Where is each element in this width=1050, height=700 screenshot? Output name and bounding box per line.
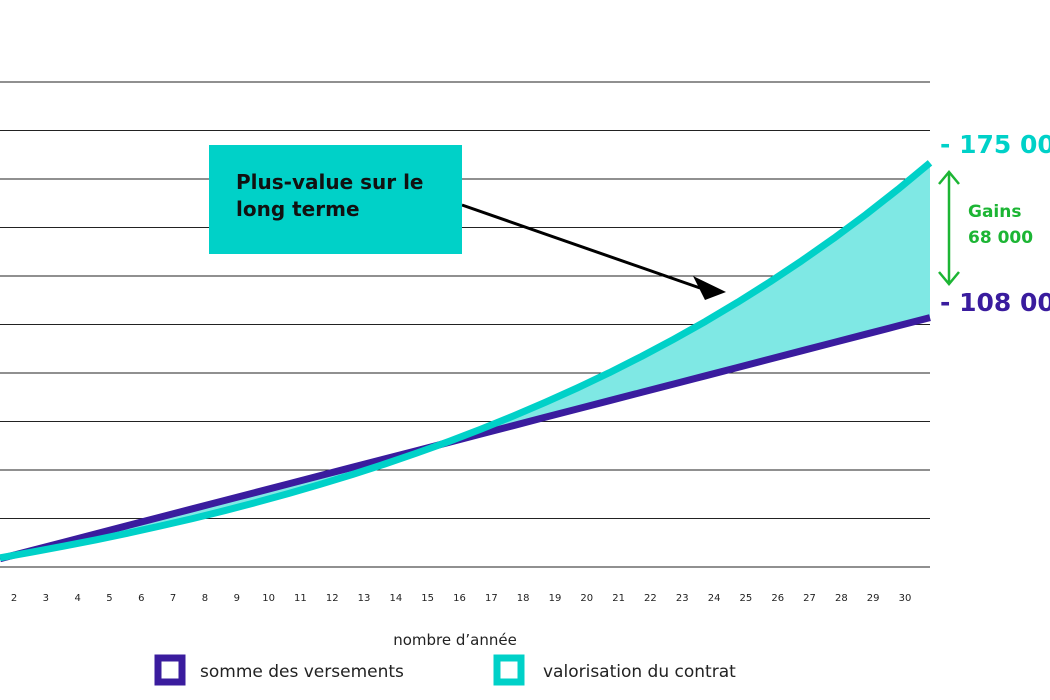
- x-tick-label: 15: [421, 593, 434, 604]
- x-tick-label: 8: [202, 593, 208, 604]
- gain-area: [0, 162, 930, 559]
- x-tick-label: 20: [580, 593, 593, 604]
- gains-value: 68 000: [968, 228, 1033, 248]
- x-tick-label: 4: [74, 593, 80, 604]
- x-tick-label: 24: [708, 593, 721, 604]
- x-tick-label: 17: [485, 593, 498, 604]
- x-tick-label: 16: [453, 593, 466, 604]
- x-tick-label: 6: [138, 593, 144, 604]
- x-tick-labels: 2 3 4 5 6 7 8 9 10 11 12 13 14 15 16 17 18 19 20 21 22 23 24 25…: [11, 593, 912, 604]
- x-tick-label: 23: [676, 593, 689, 604]
- x-tick-label: 14: [389, 593, 402, 604]
- x-tick-label: 2: [11, 593, 17, 604]
- legend-label-versements: somme des versements: [200, 662, 404, 682]
- annotation-text: Plus-value sur le long terme: [236, 170, 424, 221]
- annotation-arrow: [461, 203, 726, 300]
- x-tick-label: 26: [771, 593, 784, 604]
- x-tick-label: 29: [867, 593, 880, 604]
- gains-label: Gains: [968, 202, 1021, 222]
- x-tick-label: 27: [803, 593, 816, 604]
- x-tick-label: 25: [740, 593, 753, 604]
- x-tick-label: 28: [835, 593, 848, 604]
- x-tick-label: 13: [358, 593, 371, 604]
- series-line-valorisation: [0, 160, 933, 562]
- legend: somme des versements valorisation du con…: [154, 654, 736, 686]
- x-tick-label: 9: [234, 593, 240, 604]
- x-tick-label: 19: [549, 593, 562, 604]
- gains-arrow: [938, 170, 960, 286]
- x-tick-label: 30: [899, 593, 912, 604]
- x-tick-label: 7: [170, 593, 176, 604]
- x-tick-label: 10: [262, 593, 275, 604]
- x-tick-label: 11: [294, 593, 307, 604]
- x-tick-label: 22: [644, 593, 657, 604]
- x-tick-label: 3: [43, 593, 49, 604]
- x-tick-label: 12: [326, 593, 339, 604]
- end-label-bottom: - 108 000: [940, 288, 1050, 317]
- x-tick-label: 5: [106, 593, 112, 604]
- legend-swatch-versements: [154, 654, 186, 686]
- x-tick-label: 21: [612, 593, 625, 604]
- annotation-callout: Plus-value sur le long terme: [209, 145, 462, 254]
- legend-swatch-valorisation: [493, 654, 525, 686]
- x-axis-label: nombre d’année: [393, 631, 517, 649]
- end-label-top: - 175 000: [940, 130, 1050, 159]
- legend-label-valorisation: valorisation du contrat: [543, 662, 736, 682]
- x-tick-label: 18: [517, 593, 530, 604]
